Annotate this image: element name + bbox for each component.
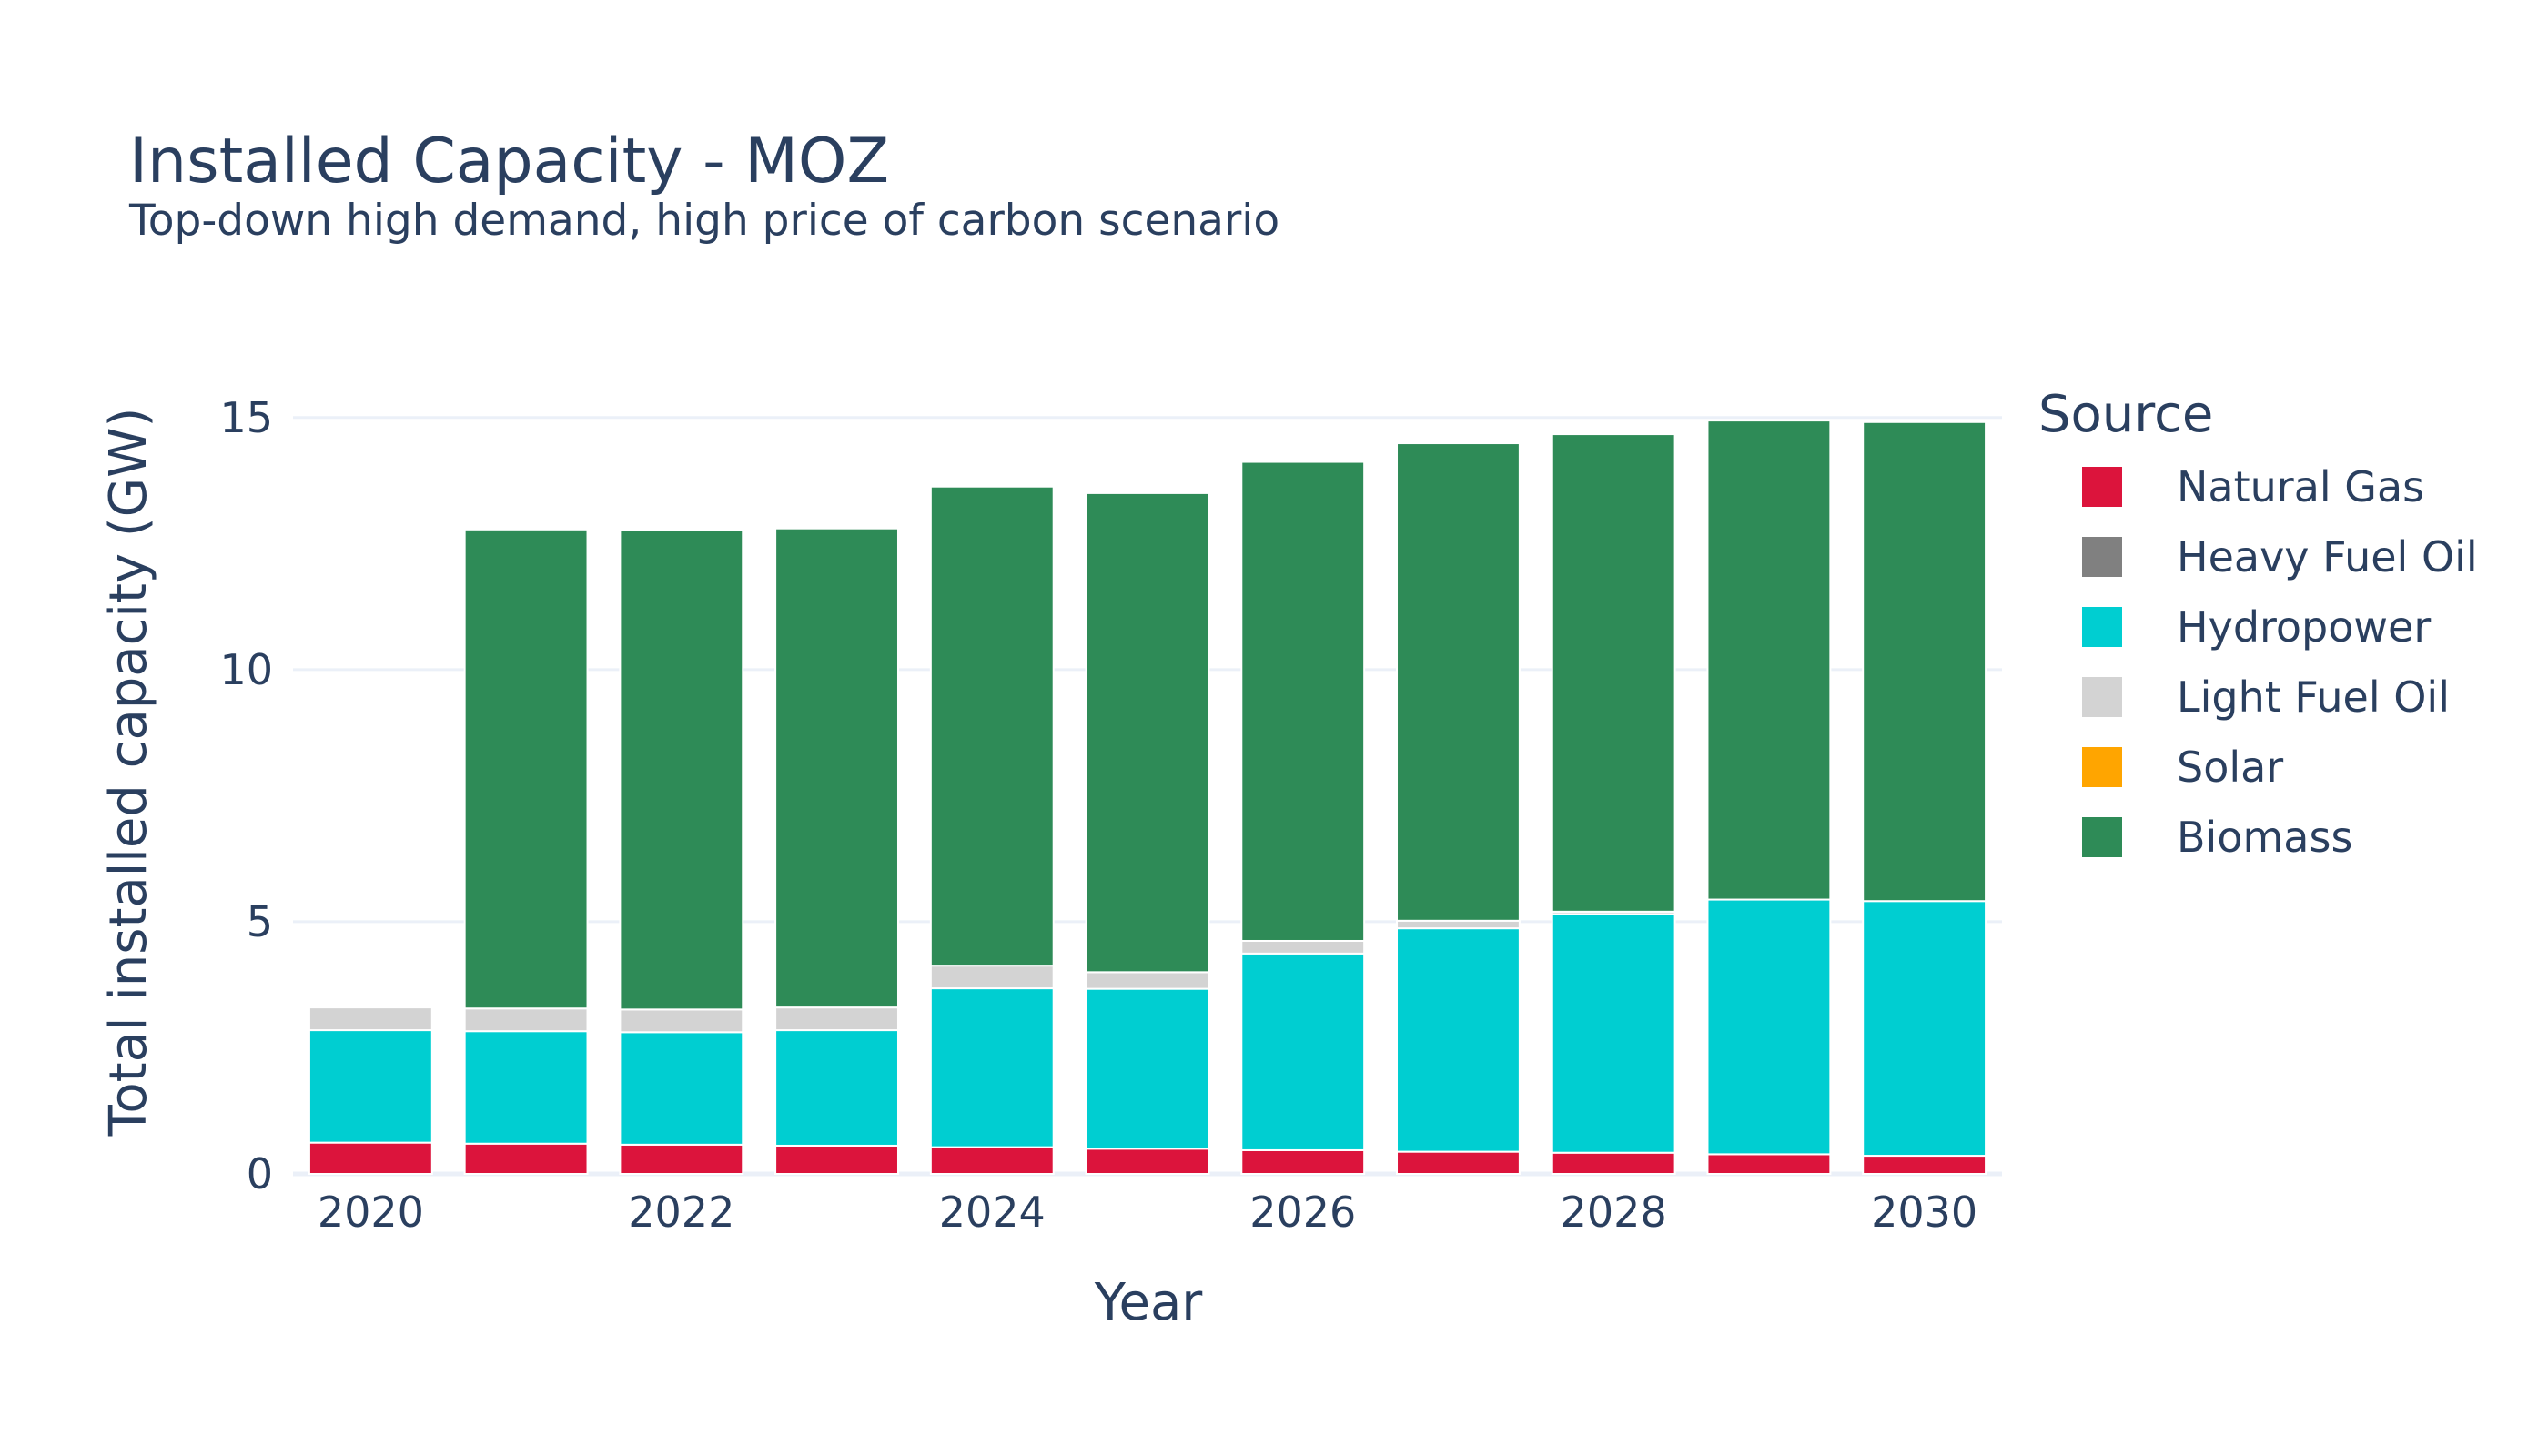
legend-items: Natural Gas Heavy Fuel Oil Hydropower Light… bbox=[2082, 462, 2478, 862]
x-tick-label: 2028 bbox=[1561, 1188, 1667, 1237]
legend-swatch bbox=[2082, 537, 2122, 577]
x-tick-label: 2026 bbox=[1249, 1188, 1356, 1237]
bar-segment bbox=[308, 1029, 433, 1144]
x-tick-label: 2030 bbox=[1871, 1188, 1977, 1237]
legend-label: Light Fuel Oil bbox=[2177, 672, 2450, 722]
bar-segment bbox=[1240, 939, 1366, 955]
bar-segment bbox=[1396, 1150, 1521, 1175]
bar-segment bbox=[1396, 442, 1521, 922]
bar-segment bbox=[774, 1029, 899, 1147]
x-tick-label: 2020 bbox=[318, 1188, 424, 1237]
bar-segment bbox=[929, 965, 1055, 990]
bar-segment bbox=[619, 529, 744, 1011]
bar-segment bbox=[1240, 1148, 1366, 1176]
legend-swatch bbox=[2082, 467, 2122, 507]
bar-segment bbox=[1396, 927, 1521, 1153]
bar-segment bbox=[1862, 1155, 1987, 1175]
legend-swatch bbox=[2082, 677, 2122, 717]
chart-subtitle: Top-down high demand, high price of carb… bbox=[128, 196, 1279, 246]
bar-segment bbox=[1862, 420, 1987, 903]
bar-segment bbox=[774, 527, 899, 1009]
bar-segment bbox=[929, 1146, 1055, 1176]
bar-segment bbox=[619, 1143, 744, 1175]
bar-segment bbox=[1551, 913, 1676, 1154]
legend-label: Heavy Fuel Oil bbox=[2177, 532, 2478, 581]
y-tick-label: 5 bbox=[247, 897, 273, 946]
x-tick-label: 2024 bbox=[939, 1188, 1046, 1237]
bar-segment bbox=[463, 1007, 589, 1033]
legend-label: Hydropower bbox=[2177, 602, 2431, 652]
bars bbox=[308, 420, 1987, 1176]
bar-segment bbox=[1551, 433, 1676, 913]
legend: Source Natural Gas Heavy Fuel Oil Hydropow… bbox=[2038, 385, 2478, 862]
bar-segment bbox=[1706, 420, 1832, 901]
bar-segment bbox=[1085, 971, 1210, 990]
y-tick-label: 10 bbox=[219, 645, 273, 694]
bar-segment bbox=[1085, 491, 1210, 974]
bar-segment bbox=[774, 1006, 899, 1032]
bar-segment bbox=[463, 1030, 589, 1145]
bar-segment bbox=[1085, 1148, 1210, 1175]
bar-segment bbox=[774, 1144, 899, 1175]
bar-segment bbox=[463, 528, 589, 1010]
bar-segment bbox=[1706, 898, 1832, 1156]
y-tick-label: 0 bbox=[247, 1149, 273, 1198]
bar-segment bbox=[1240, 952, 1366, 1151]
legend-swatch bbox=[2082, 607, 2122, 647]
bar-segment bbox=[1862, 900, 1987, 1158]
x-tick-label: 2022 bbox=[628, 1188, 734, 1237]
x-axis-ticks: 2020 2022 2024 2026 2028 2030 bbox=[318, 1188, 1977, 1237]
y-tick-label: 15 bbox=[219, 393, 273, 442]
bar-segment bbox=[619, 1031, 744, 1146]
bar-segment bbox=[1396, 919, 1521, 930]
bar-segment bbox=[463, 1142, 589, 1175]
legend-label: Natural Gas bbox=[2177, 462, 2424, 511]
bar-segment bbox=[619, 1008, 744, 1034]
bar-segment bbox=[1240, 460, 1366, 942]
bar-segment bbox=[1085, 987, 1210, 1150]
legend-title: Source bbox=[2038, 385, 2213, 444]
bar-segment bbox=[929, 987, 1055, 1148]
bar-segment bbox=[929, 485, 1055, 967]
bar-segment bbox=[308, 1141, 433, 1175]
bar-segment bbox=[1706, 1153, 1832, 1176]
bar-segment bbox=[308, 1006, 433, 1032]
chart-title: Installed Capacity - MOZ bbox=[129, 126, 889, 197]
legend-swatch bbox=[2082, 817, 2122, 857]
legend-label: Biomass bbox=[2177, 813, 2352, 862]
x-axis-label: Year bbox=[1094, 1273, 1204, 1332]
bar-segment bbox=[1551, 1151, 1676, 1175]
legend-label: Solar bbox=[2177, 743, 2283, 792]
y-axis-ticks: 0 5 10 15 bbox=[219, 393, 273, 1198]
legend-swatch bbox=[2082, 747, 2122, 787]
y-axis-label: Total installed capacity (GW) bbox=[99, 408, 158, 1138]
